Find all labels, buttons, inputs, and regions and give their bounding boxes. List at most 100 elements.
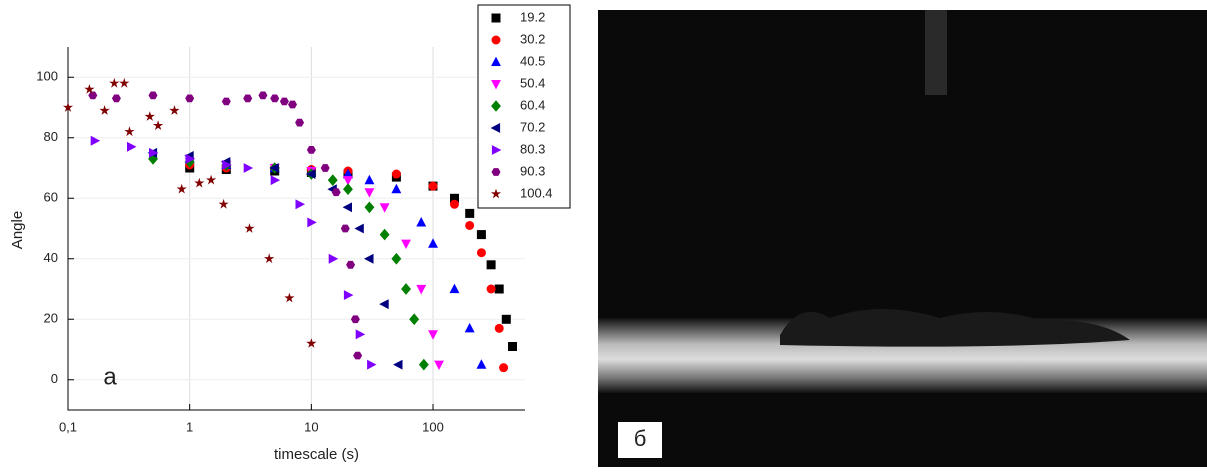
needle [925,10,947,95]
annotation: а [103,363,117,390]
point [284,292,295,303]
point [499,363,509,373]
point [88,91,98,100]
point [343,176,353,186]
point [331,188,341,197]
photo-label-box [618,422,662,458]
point [416,217,427,227]
point [84,84,95,94]
point [279,97,289,106]
x-tick-label: 10 [304,419,318,434]
point [185,94,195,103]
point [428,330,438,340]
point [306,338,317,348]
point [379,203,390,213]
point [449,283,460,294]
legend-marker [490,188,502,199]
point [486,260,496,270]
point [288,100,297,109]
point [124,126,135,137]
point [327,174,338,186]
y-tick-label: 80 [44,129,58,144]
legend-marker [491,168,501,176]
legend-marker [491,80,501,90]
y-tick-label: 40 [44,250,58,265]
point [206,174,217,185]
point [476,248,486,258]
point [320,164,330,172]
point [270,94,280,103]
legend-marker [491,145,502,155]
point [340,224,350,233]
point [364,174,375,185]
y-axis-label: Angle [9,211,26,249]
point [418,358,429,371]
point [328,253,339,264]
y-tick-label: 0 [51,371,58,386]
deposit [780,309,1130,347]
point [428,181,438,191]
point [343,168,353,179]
legend-marker [491,35,501,45]
point [127,141,137,152]
legend-marker [491,13,501,23]
point [244,223,255,233]
legend-label: 80.3 [520,141,545,156]
point [364,201,375,214]
axes [67,47,525,411]
point [169,105,180,115]
point [486,284,496,294]
point [364,188,375,198]
legend-label: 40.5 [520,53,545,68]
point [176,183,187,194]
point [476,359,487,369]
y-tick-label: 100 [36,69,58,84]
point [494,323,504,333]
point [243,163,254,173]
point [342,202,352,213]
point [152,120,164,130]
point [409,313,420,326]
photo-background [598,10,1207,467]
legend-label: 50.4 [520,75,545,90]
point [295,118,305,127]
y-tick-label: 60 [44,190,58,205]
point [221,97,231,106]
x-axis-label: timescale (s) [274,446,359,463]
point [391,252,402,265]
point [62,102,74,112]
point [391,169,401,179]
photo: б [598,10,1207,467]
point [269,163,279,173]
point [465,220,475,230]
legend-marker [491,56,501,66]
legend-marker [490,123,501,133]
x-tick-label: 0,1 [59,419,77,434]
point [353,351,363,360]
point [295,199,305,210]
point [428,238,438,248]
point [343,290,354,300]
point [90,135,101,146]
point [194,177,205,188]
point [264,253,275,264]
point [391,183,402,194]
x-tick-label: 100 [422,419,444,434]
point [508,342,517,351]
chart: 0,1 1 10 100 0 20 40 60 80 100 timescale (s) Angle а… [9,4,571,463]
legend-label: 30.2 [520,31,545,46]
point [476,230,486,240]
point [258,91,268,100]
point [355,329,366,340]
point [354,223,364,234]
legend-label: 19.2 [520,9,545,24]
point [449,199,459,209]
point [379,228,390,241]
point [109,77,120,88]
point [185,154,196,164]
point [379,299,389,310]
point [149,147,159,158]
point [148,91,158,100]
point [243,94,253,103]
